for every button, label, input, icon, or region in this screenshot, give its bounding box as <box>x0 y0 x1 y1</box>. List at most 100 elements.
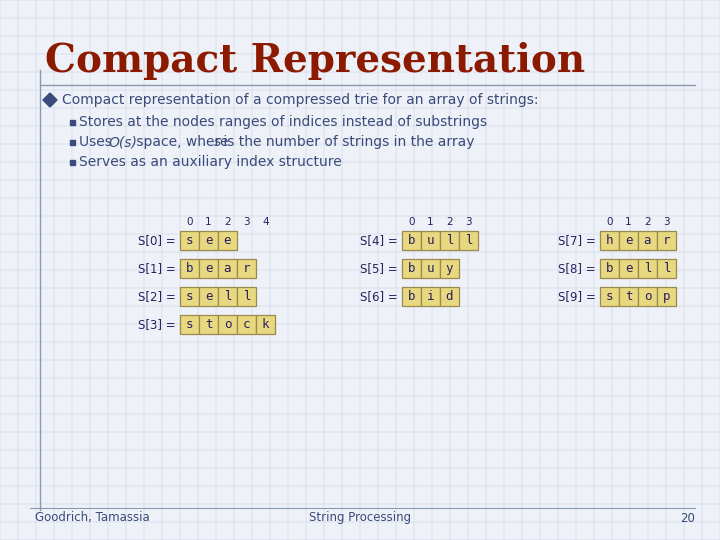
Text: u: u <box>427 234 434 247</box>
Bar <box>600 259 619 278</box>
Bar <box>237 315 256 334</box>
Text: 3: 3 <box>465 217 472 227</box>
Text: 0: 0 <box>186 217 193 227</box>
Bar <box>199 287 218 306</box>
Bar <box>600 287 619 306</box>
Text: s: s <box>606 290 613 303</box>
Text: b: b <box>408 290 415 303</box>
Text: 1: 1 <box>625 217 632 227</box>
Bar <box>619 231 638 250</box>
Text: 4: 4 <box>262 217 269 227</box>
Text: h: h <box>606 234 613 247</box>
Text: l: l <box>243 290 251 303</box>
Text: b: b <box>606 262 613 275</box>
Bar <box>440 231 459 250</box>
Bar <box>237 287 256 306</box>
Text: d: d <box>446 290 454 303</box>
Text: r: r <box>243 262 251 275</box>
Bar <box>199 231 218 250</box>
Text: 0: 0 <box>606 217 613 227</box>
Text: Stores at the nodes ranges of indices instead of substrings: Stores at the nodes ranges of indices in… <box>79 115 487 129</box>
Bar <box>459 231 478 250</box>
Text: 2: 2 <box>644 217 651 227</box>
Bar <box>638 231 657 250</box>
Text: e: e <box>625 262 632 275</box>
Text: s: s <box>214 135 221 149</box>
Polygon shape <box>43 93 57 107</box>
Text: Uses: Uses <box>79 135 116 149</box>
Bar <box>180 315 199 334</box>
Text: 3: 3 <box>243 217 250 227</box>
Text: t: t <box>204 318 212 331</box>
Text: e: e <box>204 290 212 303</box>
Text: l: l <box>224 290 231 303</box>
Bar <box>199 315 218 334</box>
Text: o: o <box>644 290 652 303</box>
Text: o: o <box>224 318 231 331</box>
Text: s: s <box>186 234 193 247</box>
Text: 1: 1 <box>205 217 212 227</box>
Text: u: u <box>427 262 434 275</box>
Text: b: b <box>186 262 193 275</box>
Text: space, where: space, where <box>132 135 233 149</box>
Bar <box>600 231 619 250</box>
Bar <box>218 287 237 306</box>
Bar <box>70 139 75 145</box>
Text: l: l <box>446 234 454 247</box>
Bar <box>402 259 421 278</box>
Bar <box>256 315 275 334</box>
Bar <box>619 287 638 306</box>
Text: c: c <box>243 318 251 331</box>
Text: is the number of strings in the array: is the number of strings in the array <box>220 135 475 149</box>
Bar <box>237 259 256 278</box>
Text: S[8] =: S[8] = <box>559 262 596 275</box>
Bar <box>199 259 218 278</box>
Bar <box>657 259 676 278</box>
Text: 0: 0 <box>408 217 415 227</box>
Bar <box>657 231 676 250</box>
Text: S[7] =: S[7] = <box>558 234 596 247</box>
Text: 1: 1 <box>427 217 434 227</box>
Text: Compact Representation: Compact Representation <box>45 42 585 80</box>
Bar <box>180 231 199 250</box>
Text: s: s <box>186 290 193 303</box>
Bar <box>70 159 75 165</box>
Bar <box>70 119 75 125</box>
Bar <box>218 315 237 334</box>
Bar <box>638 287 657 306</box>
Bar <box>619 259 638 278</box>
Text: l: l <box>644 262 652 275</box>
Text: r: r <box>662 234 670 247</box>
Bar <box>638 259 657 278</box>
Text: S[4] =: S[4] = <box>360 234 398 247</box>
Text: S[5] =: S[5] = <box>361 262 398 275</box>
Text: l: l <box>464 234 472 247</box>
Bar <box>218 231 237 250</box>
Text: S[1] =: S[1] = <box>138 262 176 275</box>
Text: 2: 2 <box>446 217 453 227</box>
Bar <box>218 259 237 278</box>
Bar <box>421 231 440 250</box>
Text: a: a <box>224 262 231 275</box>
Bar <box>421 287 440 306</box>
Text: Serves as an auxiliary index structure: Serves as an auxiliary index structure <box>79 155 342 169</box>
Text: s: s <box>186 318 193 331</box>
Text: String Processing: String Processing <box>309 511 411 524</box>
Text: b: b <box>408 234 415 247</box>
Bar <box>402 231 421 250</box>
Text: t: t <box>625 290 632 303</box>
Text: S[6] =: S[6] = <box>360 290 398 303</box>
Text: O(s): O(s) <box>108 135 137 149</box>
Text: 20: 20 <box>680 511 695 524</box>
Bar <box>657 287 676 306</box>
Text: S[3] =: S[3] = <box>138 318 176 331</box>
Text: S[2] =: S[2] = <box>138 290 176 303</box>
Text: e: e <box>224 234 231 247</box>
Text: b: b <box>408 262 415 275</box>
Text: Compact representation of a compressed trie for an array of strings:: Compact representation of a compressed t… <box>62 93 539 107</box>
Text: Goodrich, Tamassia: Goodrich, Tamassia <box>35 511 150 524</box>
Bar <box>180 287 199 306</box>
Text: 3: 3 <box>663 217 670 227</box>
Text: S[9] =: S[9] = <box>558 290 596 303</box>
Text: l: l <box>662 262 670 275</box>
